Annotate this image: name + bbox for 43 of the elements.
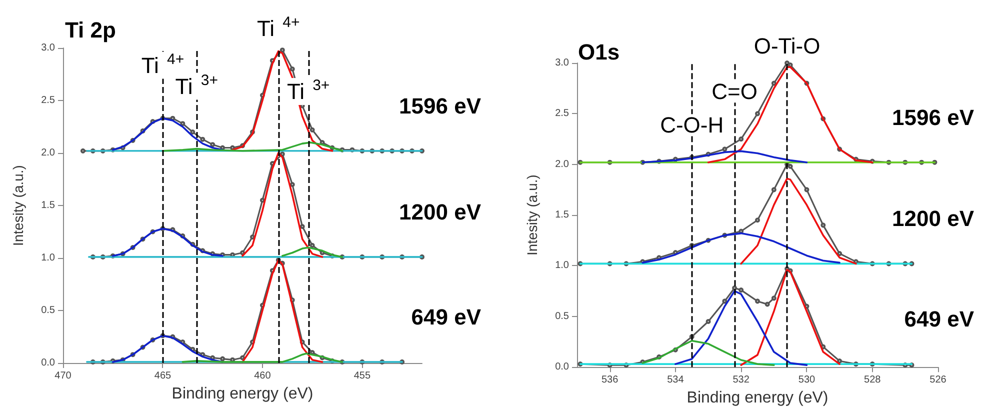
annotation: C-O-H	[660, 112, 724, 138]
y-tick-label: 2.5	[41, 95, 56, 106]
chart-title: Ti 2p	[65, 18, 116, 42]
x-tick-label: 460	[254, 370, 272, 382]
y-tick-label: 2.0	[41, 148, 56, 158]
x-tick-label: 470	[54, 370, 72, 382]
annotation: Ti 4+	[257, 14, 300, 41]
series-label: 1200 eV	[399, 199, 482, 224]
y-axis-title: Intesity (a.u.)	[524, 174, 540, 256]
y-tick-label: 3.0	[41, 42, 56, 54]
x-tick-label: 465	[154, 370, 172, 382]
annotation: Ti 3+	[286, 77, 330, 104]
series-label: 1200 eV	[892, 206, 974, 232]
y-tick-label: 2.5	[555, 108, 570, 120]
annotation: Ti 4+	[141, 50, 184, 78]
series-label: 649 eV	[411, 304, 482, 330]
x-tick-label: 530	[798, 374, 816, 386]
annotation: O-Ti-O	[754, 34, 820, 58]
x-tick-label: 534	[667, 374, 684, 386]
x-tick-label: 536	[601, 374, 619, 386]
series-label: 649 eV	[904, 306, 974, 332]
series-label: 1596 eV	[399, 93, 482, 118]
y-tick-label: 0.0	[555, 362, 570, 373]
y-tick-label: 1.0	[555, 260, 570, 272]
series-label: 1596 eV	[892, 104, 974, 130]
x-axis-title: Binding energy (eV)	[172, 385, 314, 402]
annotation: C=O	[712, 79, 758, 104]
x-tick-label: 532	[732, 374, 750, 386]
x-tick-label: 455	[354, 370, 371, 382]
y-tick-label: 2.0	[555, 158, 570, 170]
y-tick-label: 1.5	[555, 210, 570, 221]
y-tick-label: 1.5	[41, 200, 56, 211]
y-tick-label: 0.5	[555, 310, 570, 322]
chart-title: O1s	[578, 40, 620, 64]
x-axis-title: Binding energy (eV)	[686, 390, 828, 406]
y-tick-label: 0.5	[41, 305, 56, 316]
x-tick-label: 528	[864, 374, 882, 386]
annotation: Ti 3+	[175, 72, 218, 99]
y-axis-title: Intesity (a.u.)	[10, 165, 26, 246]
y-tick-label: 0.0	[41, 358, 56, 368]
y-tick-label: 1.0	[41, 252, 56, 264]
x-tick-label: 526	[930, 374, 947, 386]
y-tick-label: 3.0	[555, 58, 570, 68]
